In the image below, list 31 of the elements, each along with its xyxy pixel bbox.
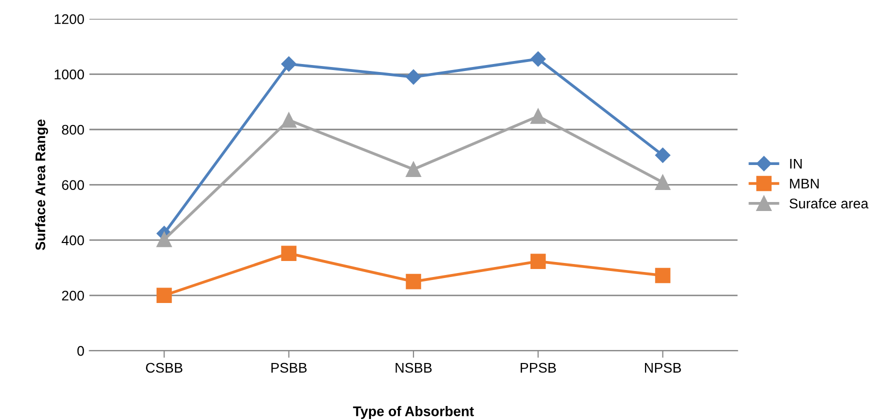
legend-label: MBN <box>790 178 819 188</box>
x-tick-label: PSBB <box>271 362 307 373</box>
point <box>406 274 422 290</box>
y-tick-label: 0 <box>77 346 84 356</box>
point <box>281 56 296 72</box>
x-tick-label: CSBB <box>146 362 182 373</box>
y-tick-label: 200 <box>62 290 84 301</box>
x-tick-label: NPSB <box>644 362 681 373</box>
y-tick-label: 800 <box>62 124 84 135</box>
point <box>530 108 546 124</box>
x-tick-label: NSBB <box>396 362 432 373</box>
point <box>156 232 172 248</box>
y-tick-label: 1000 <box>54 70 84 80</box>
point <box>530 51 546 67</box>
x-axis-title: Type of Absorbent <box>353 406 474 419</box>
point <box>655 268 670 284</box>
y-axis-title: Surface Area Range <box>35 120 48 250</box>
point <box>655 174 670 190</box>
legend-label: IN <box>790 158 802 168</box>
y-tick-label: 600 <box>62 180 84 190</box>
y-tick-label: 400 <box>62 235 84 246</box>
point <box>655 148 670 163</box>
x-tick-label: PPSB <box>520 362 556 373</box>
point <box>156 288 172 304</box>
point <box>406 162 422 177</box>
point <box>530 254 546 270</box>
point <box>406 69 422 85</box>
point <box>281 112 296 128</box>
point <box>281 246 296 262</box>
legend-label: Surafce area <box>790 198 868 208</box>
y-tick-label: 1200 <box>54 14 84 24</box>
